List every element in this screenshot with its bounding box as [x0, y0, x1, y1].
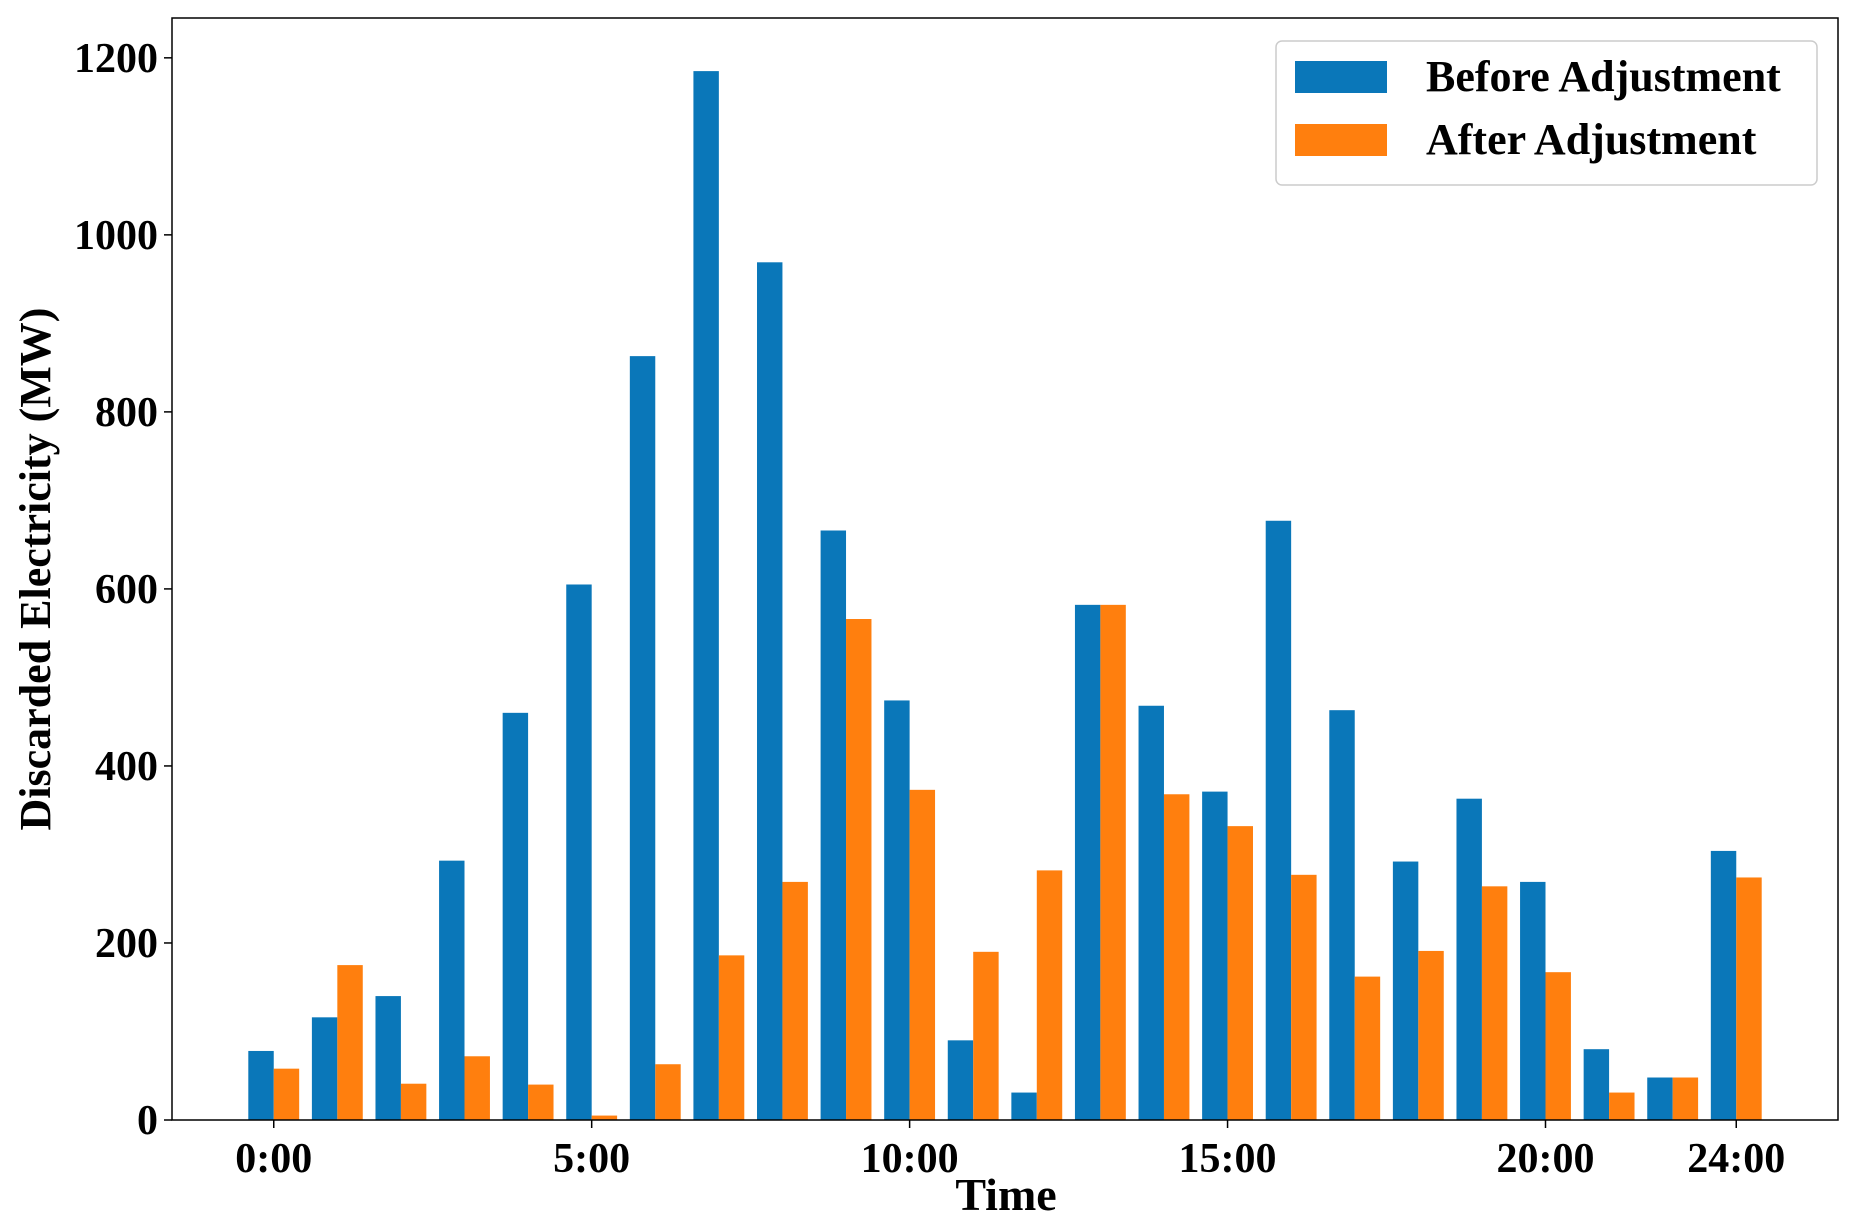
bar: [273, 1068, 300, 1120]
x-tick-label: 5:00: [553, 1136, 630, 1182]
bar: [629, 356, 656, 1121]
bar: [1011, 1092, 1037, 1120]
bar: [1291, 874, 1317, 1120]
x-axis-label: Time: [955, 1169, 1056, 1220]
bar: [1520, 881, 1546, 1120]
bar: [1609, 1092, 1635, 1120]
legend-swatch: [1295, 61, 1387, 93]
bar: [1545, 972, 1571, 1120]
bar: [311, 1017, 338, 1120]
x-tick-label: 10:00: [861, 1136, 959, 1182]
bar: [337, 965, 363, 1120]
plot-frame: [171, 17, 1839, 1121]
bar: [1202, 791, 1228, 1120]
bar: [973, 951, 999, 1120]
bar: [1583, 1049, 1610, 1120]
bar: [1456, 798, 1482, 1120]
bar: [909, 789, 936, 1120]
legend-label: Before Adjustment: [1426, 52, 1781, 101]
bar: [1647, 1077, 1673, 1120]
bar: [820, 530, 847, 1120]
y-tick-label: 600: [95, 567, 158, 613]
bar: [1354, 976, 1381, 1120]
x-tick-label: 0:00: [235, 1136, 312, 1182]
y-tick-label: 1200: [74, 36, 158, 82]
bar: [782, 881, 808, 1120]
bar: [1329, 710, 1355, 1120]
bar: [1138, 705, 1164, 1120]
bar: [400, 1083, 427, 1120]
bar: [464, 1056, 490, 1120]
bar: [846, 619, 872, 1120]
legend-label: After Adjustment: [1426, 115, 1757, 164]
bar: [1672, 1077, 1699, 1120]
bar: [1100, 604, 1126, 1120]
bar: [1710, 850, 1737, 1120]
legend-box: [1275, 40, 1818, 186]
bar: [1265, 520, 1292, 1120]
bar: [439, 860, 465, 1120]
bar: [1036, 870, 1063, 1120]
x-tick-label: 24:00: [1687, 1136, 1785, 1182]
bar: [1418, 950, 1444, 1120]
bar: [502, 712, 529, 1120]
bar: [375, 996, 401, 1120]
bar: [1074, 604, 1101, 1120]
y-axis-label: Discarded Electricity (MW): [11, 308, 60, 831]
bar: [248, 1050, 274, 1120]
bar: [1736, 877, 1762, 1120]
y-tick-label: 1000: [74, 213, 158, 259]
bar: [884, 700, 910, 1120]
bar: [528, 1084, 554, 1120]
x-tick-label: 15:00: [1179, 1136, 1277, 1182]
bar: [757, 262, 783, 1120]
bar: [1392, 861, 1419, 1120]
bar: [693, 71, 719, 1121]
y-tick-label: 0: [137, 1098, 158, 1144]
y-tick-label: 200: [95, 921, 158, 967]
y-tick-label: 800: [95, 390, 158, 436]
y-tick-label: 400: [95, 744, 158, 790]
bar: [718, 955, 745, 1120]
bar: [1227, 826, 1253, 1120]
bar: [1163, 794, 1190, 1120]
legend-swatch: [1295, 124, 1387, 156]
bar: [566, 584, 592, 1120]
x-tick-label: 20:00: [1496, 1136, 1594, 1182]
bar: [947, 1040, 974, 1120]
bar: [655, 1064, 681, 1120]
bar: [591, 1115, 618, 1120]
bar: [1481, 886, 1508, 1120]
